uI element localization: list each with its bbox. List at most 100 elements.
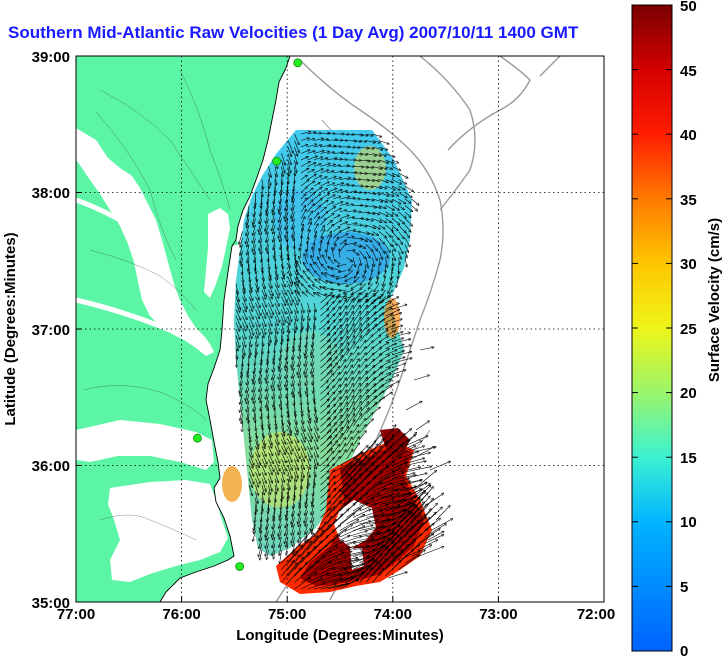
velocity-arrow bbox=[241, 257, 242, 267]
velocity-arrow bbox=[378, 244, 385, 254]
velocity-arrow bbox=[320, 207, 327, 213]
velocity-arrow bbox=[320, 145, 331, 148]
velocity-arrow bbox=[235, 341, 238, 351]
velocity-arrow bbox=[333, 196, 341, 200]
velocity-arrow bbox=[294, 133, 300, 145]
velocity-arrow bbox=[372, 250, 378, 260]
velocity-arrow bbox=[267, 192, 268, 205]
chesapeake-bay bbox=[76, 128, 214, 356]
velocity-arrow bbox=[388, 283, 393, 294]
velocity-arrow bbox=[326, 133, 335, 134]
velocity-arrow bbox=[326, 220, 332, 226]
velocity-arrow bbox=[391, 166, 401, 171]
velocity-arrow bbox=[320, 219, 327, 226]
velocity-arrow bbox=[326, 225, 333, 232]
velocity-arrow bbox=[398, 352, 412, 356]
velocity-arrow bbox=[365, 335, 373, 343]
velocity-arrow bbox=[293, 341, 295, 351]
x-tick-label: 74:00 bbox=[374, 606, 412, 623]
velocity-arrow bbox=[385, 318, 395, 323]
velocity-arrow bbox=[365, 180, 374, 181]
velocity-arrow bbox=[339, 336, 348, 349]
velocity-arrow bbox=[287, 289, 293, 302]
velocity-arrow bbox=[314, 315, 315, 328]
velocity-arrow bbox=[359, 154, 368, 155]
velocity-arrow bbox=[391, 205, 399, 210]
velocity-arrow bbox=[255, 296, 261, 308]
velocity-arrow bbox=[255, 322, 260, 335]
velocity-arrow bbox=[352, 134, 363, 135]
y-axis-title: Latitude (Degrees:Minutes) bbox=[2, 232, 19, 425]
velocity-arrow bbox=[273, 237, 276, 250]
velocity-arrow bbox=[272, 361, 276, 372]
velocity-arrow bbox=[235, 309, 241, 321]
velocity-arrow bbox=[399, 263, 400, 273]
velocity-arrow bbox=[261, 328, 264, 338]
velocity-arrow bbox=[300, 157, 308, 161]
colorbar-tick-label: 35 bbox=[680, 192, 697, 209]
velocity-arrow bbox=[372, 237, 380, 244]
velocity-arrow bbox=[339, 294, 346, 304]
colorbar-tick-label: 0 bbox=[680, 643, 688, 659]
velocity-arrow bbox=[359, 180, 370, 181]
velocity-arrow bbox=[307, 204, 315, 213]
velocity-arrow bbox=[339, 249, 340, 258]
velocity-arrow bbox=[267, 244, 268, 254]
velocity-arrow bbox=[281, 315, 284, 325]
velocity-arrow bbox=[359, 160, 370, 161]
velocity-arrow bbox=[378, 153, 386, 156]
velocity-arrow bbox=[304, 254, 308, 265]
velocity-arrow bbox=[404, 192, 412, 198]
velocity-arrow bbox=[404, 211, 411, 217]
velocity-arrow bbox=[346, 318, 354, 330]
velocity-arrow bbox=[247, 250, 250, 263]
velocity-arrow bbox=[266, 361, 269, 373]
velocity-arrow bbox=[365, 153, 376, 156]
velocity-arrow bbox=[300, 168, 309, 174]
velocity-arrow bbox=[307, 144, 317, 148]
velocity-arrow bbox=[365, 186, 373, 187]
velocity-arrow bbox=[360, 276, 367, 285]
velocity-arrow bbox=[268, 296, 273, 307]
velocity-arrow bbox=[326, 146, 336, 147]
velocity-arrow bbox=[267, 354, 269, 364]
velocity-arrow bbox=[357, 263, 360, 274]
velocity-arrow bbox=[299, 256, 302, 265]
velocity-arrow bbox=[385, 172, 395, 176]
velocity-arrow bbox=[247, 205, 250, 217]
velocity-arrow bbox=[266, 224, 269, 234]
velocity-arrow bbox=[300, 138, 309, 141]
velocity-arrow bbox=[404, 198, 411, 203]
velocity-arrow bbox=[398, 211, 406, 218]
velocity-arrow bbox=[294, 315, 297, 329]
velocity-arrow bbox=[372, 224, 381, 229]
velocity-arrow bbox=[385, 303, 400, 310]
colorbar: 0 5 10 15 20 25 30 35 40 45 50 Surface V… bbox=[631, 0, 723, 659]
velocity-arrow bbox=[307, 163, 316, 167]
velocity-arrow bbox=[259, 211, 263, 224]
velocity-arrow bbox=[273, 224, 276, 234]
velocity-arrow bbox=[269, 179, 270, 189]
velocity-arrow bbox=[300, 309, 304, 321]
velocity-arrow bbox=[333, 208, 342, 213]
velocity-arrow bbox=[378, 324, 387, 330]
velocity-arrow bbox=[411, 198, 419, 205]
velocity-arrow bbox=[273, 354, 276, 364]
velocity-arrow bbox=[261, 276, 265, 289]
velocity-arrow bbox=[247, 237, 250, 247]
velocity-arrow bbox=[326, 195, 335, 200]
velocity-arrow bbox=[352, 330, 361, 343]
velocity-arrow bbox=[266, 198, 269, 212]
velocity-arrow bbox=[352, 147, 360, 148]
velocity-arrow bbox=[359, 141, 367, 142]
velocity-arrow bbox=[391, 332, 403, 336]
velocity-arrow bbox=[248, 335, 252, 347]
velocity-arrow bbox=[274, 296, 279, 307]
velocity-arrow bbox=[372, 257, 375, 267]
x-tick-label: 75:00 bbox=[268, 606, 306, 623]
velocity-arrow bbox=[255, 276, 259, 289]
colorbar-tick-label: 10 bbox=[680, 514, 697, 531]
velocity-arrow bbox=[334, 260, 341, 265]
velocity-arrow bbox=[262, 341, 263, 354]
